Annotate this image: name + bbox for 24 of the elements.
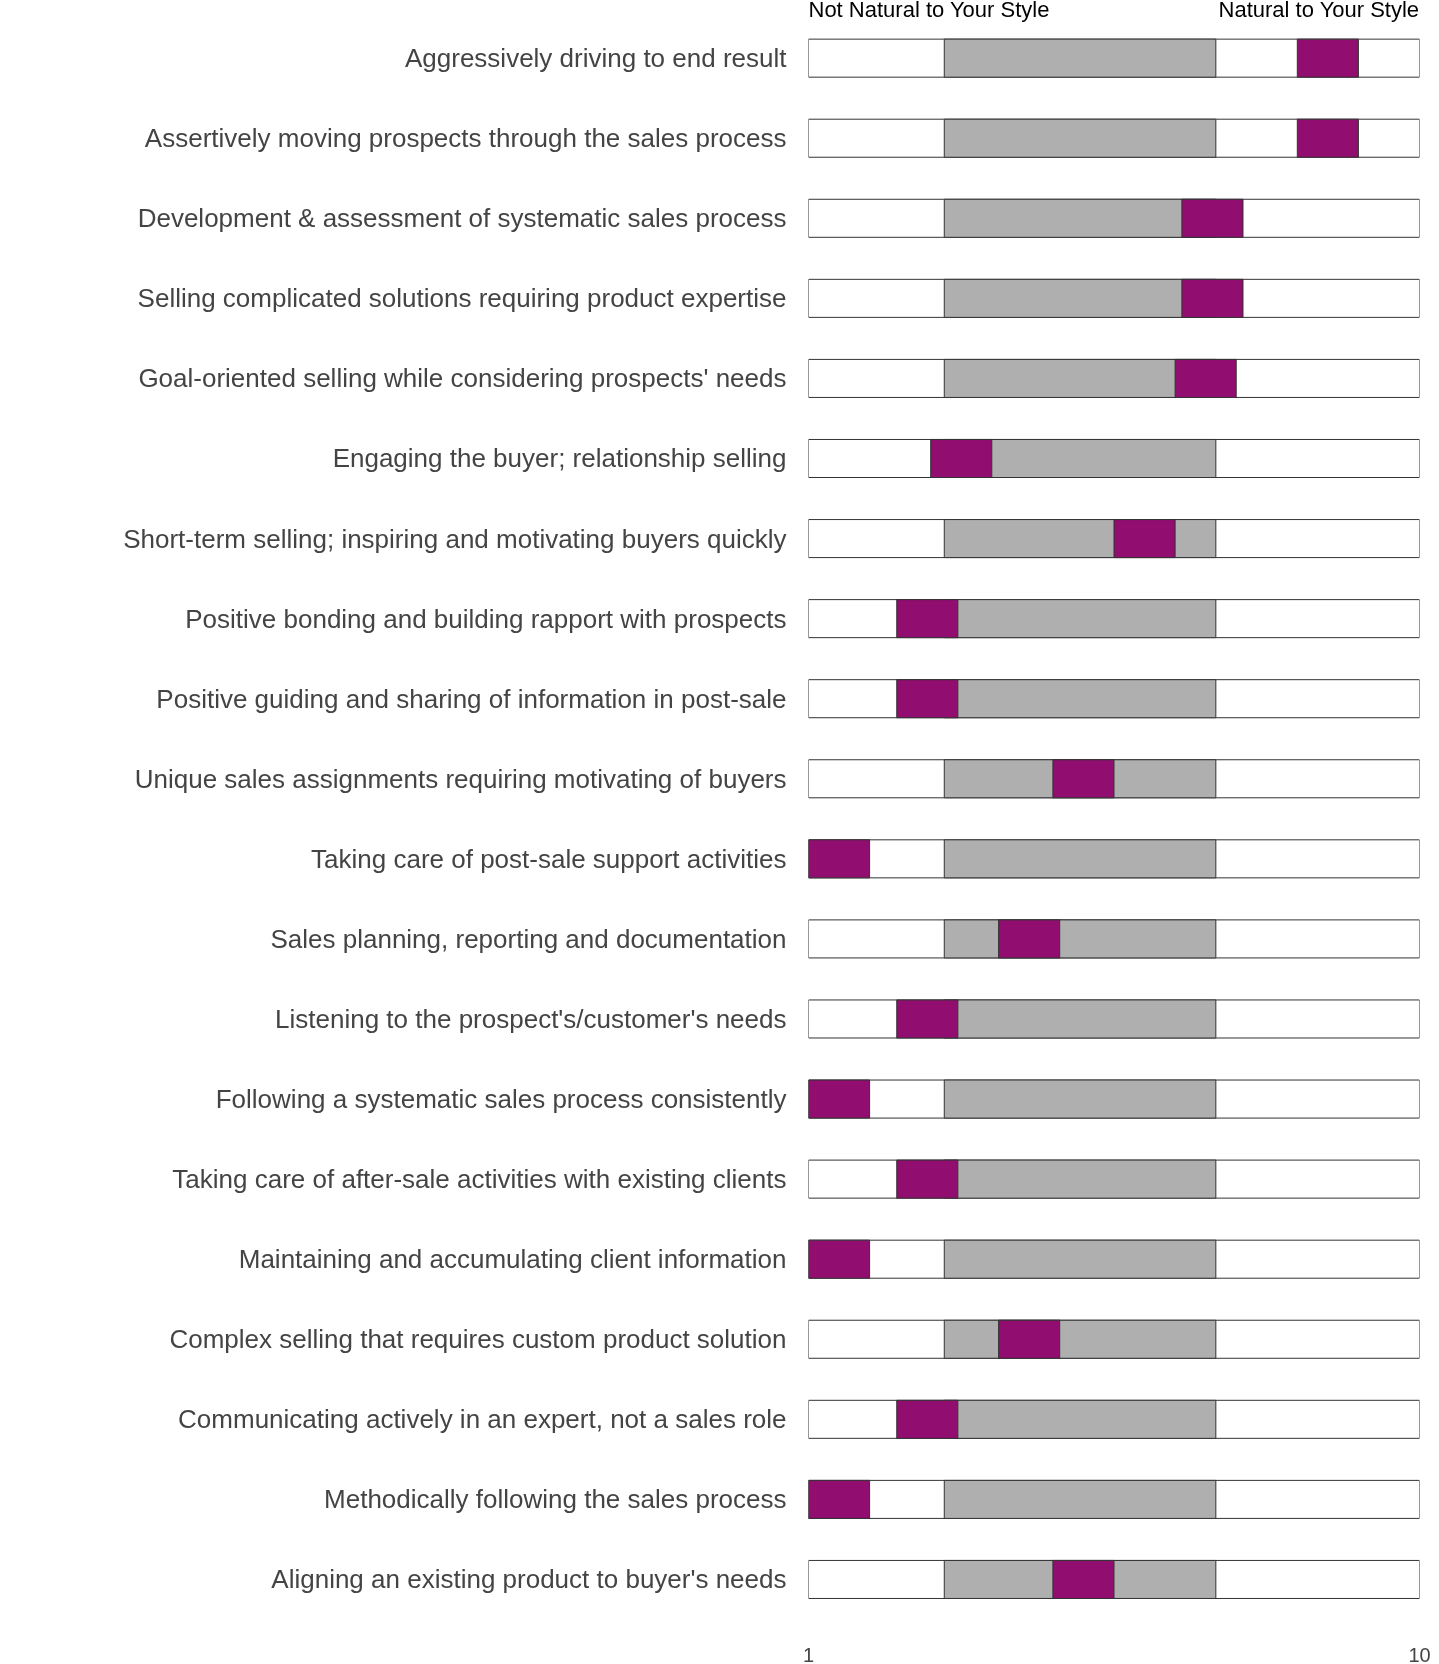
y-tick-label: Sales planning, reporting and documentation	[270, 923, 787, 954]
y-tick-label: Complex selling that requires custom product solution	[169, 1324, 787, 1355]
annotation: Not Natural to Your Style	[808, 0, 1050, 23]
y-tick-label: Positive guiding and sharing of information in post-sale	[156, 683, 787, 714]
y-tick-label: Assertively moving prospects through the sales process	[144, 123, 787, 154]
y-tick-label: Development & assessment of systematic sales process	[137, 203, 787, 234]
y-tick-label: Aligning an existing product to buyer's needs	[271, 1564, 787, 1595]
y-tick-label: Aggressively driving to end result	[404, 43, 788, 74]
y-tick-label: Goal-oriented selling while considering prospects' needs	[138, 363, 787, 394]
y-tick-label: Short-term selling; inspiring and motivating buyers quickly	[123, 523, 787, 554]
y-tick-label: Taking care of post-sale support activities	[311, 843, 787, 874]
annotation: Natural to Your Style	[1218, 0, 1420, 23]
y-tick-label: Unique sales assignments requiring motivating of buyers	[134, 763, 787, 794]
y-tick-label: Taking care of after-sale activities with existing clients	[172, 1164, 787, 1195]
y-tick-label: Positive bonding and building rapport with prospects	[185, 603, 787, 634]
y-tick-label: Maintaining and accumulating client information	[238, 1244, 787, 1275]
y-tick-label: Methodically following the sales process	[324, 1484, 787, 1515]
x-tick-label: 1	[802, 1643, 815, 1664]
y-tick-label: Communicating actively in an expert, not a sales role	[178, 1404, 787, 1435]
x-tick-label: 10	[1408, 1643, 1431, 1664]
y-tick-label: Selling complicated solutions requiring product expertise	[137, 283, 787, 314]
y-tick-label: Engaging the buyer; relationship selling	[332, 443, 787, 474]
y-tick-label: Listening to the prospect's/customer's needs	[275, 1003, 787, 1034]
y-tick-label: Following a systematic sales process consistently	[215, 1084, 787, 1115]
